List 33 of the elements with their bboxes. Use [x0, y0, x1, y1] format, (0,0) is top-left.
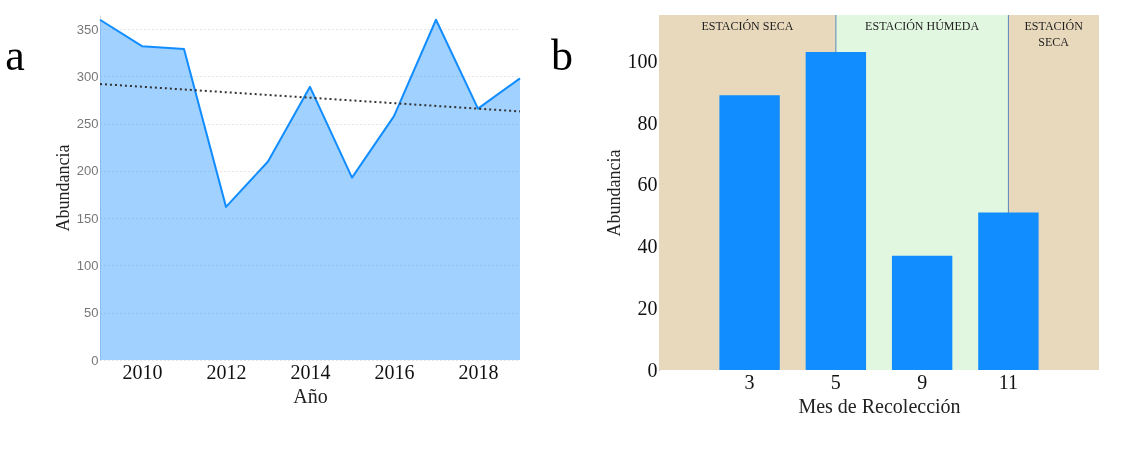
- band-label: ESTACIÓN SECA: [701, 19, 794, 33]
- y-tick-label: 20: [637, 296, 658, 319]
- x-axis-title: Año: [293, 384, 328, 407]
- y-axis-title: Abundancia: [603, 149, 624, 237]
- y-tick-label: 80: [637, 111, 658, 134]
- chart-title: b: [551, 30, 573, 80]
- bar: [891, 255, 953, 370]
- y-tick-label: 50: [84, 305, 99, 321]
- band-label: ESTACIÓN SECA: [1024, 19, 1084, 49]
- y-axis-title: Abundancia: [52, 144, 73, 232]
- band-label: ESTACIÓN HÚMEDA: [865, 19, 980, 33]
- y-tick-label: 300: [76, 68, 99, 84]
- y-tick-label: 0: [91, 352, 99, 368]
- x-tick-label: 3: [744, 370, 755, 393]
- chart-title: a: [5, 31, 25, 80]
- y-tick-label: 150: [76, 210, 99, 226]
- x-tick-label: 2012: [206, 360, 247, 383]
- y-tick-label: 60: [637, 173, 658, 196]
- y-tick-label: 250: [76, 116, 99, 132]
- x-tick-label: 2010: [122, 360, 163, 383]
- x-axis-title: Mes de Recolección: [798, 394, 961, 417]
- x-tick-label: 2016: [374, 360, 415, 383]
- x-tick-label: 9: [917, 370, 928, 393]
- x-tick-label: 5: [830, 370, 841, 393]
- y-tick-label: 200: [76, 163, 99, 179]
- x-tick-label: 2018: [458, 360, 499, 383]
- y-tick-label: 40: [637, 235, 658, 258]
- x-tick-label: 2014: [290, 360, 331, 383]
- x-tick-label: 11: [998, 370, 1019, 393]
- y-tick-label: 100: [627, 49, 658, 72]
- y-tick-label: 0: [647, 358, 658, 381]
- y-tick-label: 350: [76, 21, 99, 37]
- y-tick-label: 100: [76, 257, 99, 273]
